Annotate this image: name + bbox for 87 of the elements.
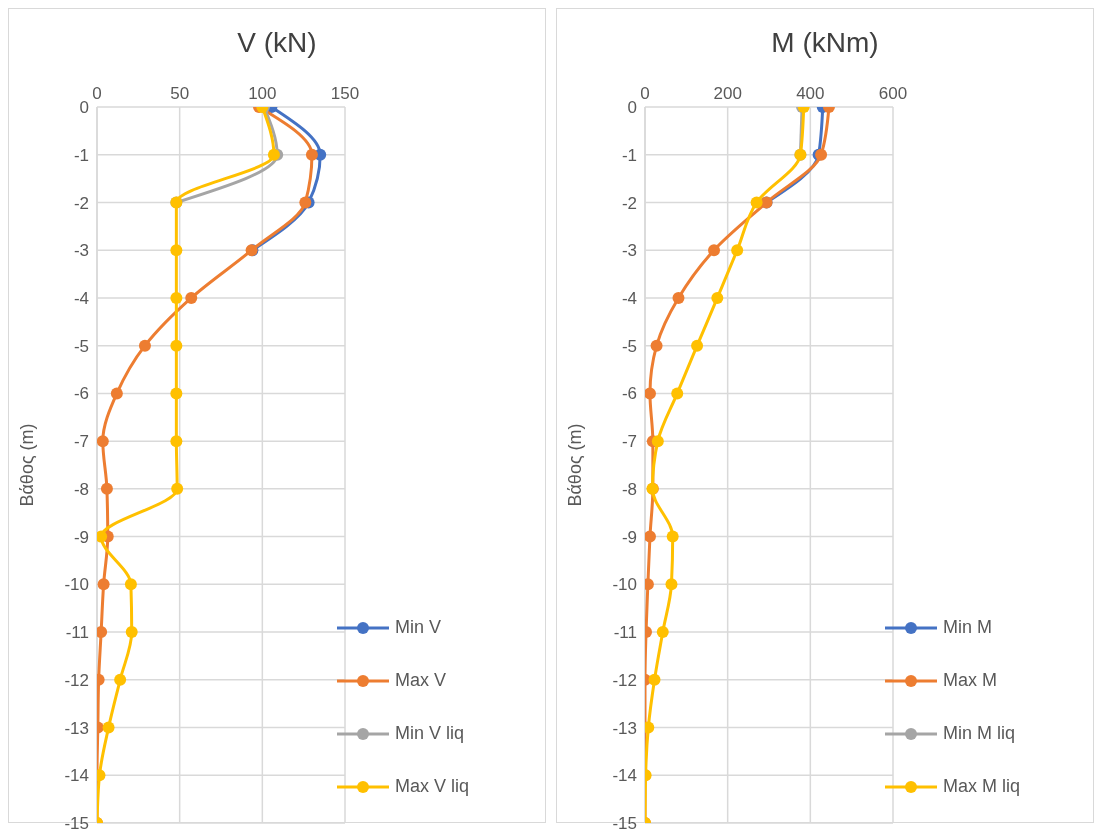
y-tick-label: -13 <box>64 718 89 738</box>
point <box>651 435 664 448</box>
point <box>671 387 684 400</box>
y-tick-label: 0 <box>627 98 637 118</box>
y-tick-label: -8 <box>621 479 637 499</box>
y-tick-label: -10 <box>64 575 89 595</box>
point <box>100 482 113 495</box>
y-tick-label: -14 <box>612 766 637 786</box>
point <box>650 339 663 352</box>
chart-title: M (kNm) <box>770 27 880 60</box>
point <box>672 291 685 304</box>
y-tick-label: -1 <box>73 145 89 165</box>
point <box>171 482 184 495</box>
y-tick-label: -6 <box>73 384 89 404</box>
point <box>97 626 108 639</box>
y-tick-label: -5 <box>621 336 637 356</box>
y-tick-label: -15 <box>64 814 89 829</box>
y-tick-label: -8 <box>73 479 89 499</box>
legend-label: Max V <box>395 670 447 691</box>
x-tick-label: 200 <box>713 84 742 103</box>
legend-label: Max M liq <box>943 776 1021 797</box>
point <box>691 339 704 352</box>
point <box>110 387 123 400</box>
legend-label: Min M liq <box>943 723 1016 744</box>
y-tick-label: -4 <box>621 288 637 308</box>
y-tick-label: 0 <box>79 98 89 118</box>
y-tick-label: -2 <box>73 193 89 213</box>
point <box>170 435 183 448</box>
point <box>708 244 721 257</box>
point <box>711 291 724 304</box>
y-tick-label: -11 <box>65 623 89 643</box>
point <box>170 339 183 352</box>
point <box>97 435 109 448</box>
point <box>305 148 318 161</box>
point <box>645 530 656 543</box>
y-tick-label: -12 <box>612 670 637 690</box>
point <box>645 387 656 400</box>
y-tick-label: -6 <box>621 384 637 404</box>
y-tick-label: -9 <box>73 527 89 547</box>
y-axis-title: Βάθος (m) <box>17 423 38 507</box>
x-tick-label: 100 <box>248 84 277 103</box>
x-tick-label: 0 <box>640 84 650 103</box>
point <box>170 244 183 257</box>
point <box>125 626 138 639</box>
point <box>731 244 744 257</box>
y-tick-label: -5 <box>73 336 89 356</box>
point <box>665 578 678 591</box>
point <box>666 530 679 543</box>
point <box>138 339 151 352</box>
y-tick-label: -15 <box>612 814 637 829</box>
point <box>114 673 127 686</box>
x-tick-label: 150 <box>330 84 360 103</box>
chart-title: V (kN) <box>236 27 318 60</box>
point <box>124 578 137 591</box>
y-tick-label: -9 <box>621 527 637 547</box>
point <box>170 291 183 304</box>
x-tick-label: 400 <box>796 84 825 103</box>
y-tick-label: -3 <box>73 241 89 261</box>
point <box>267 148 280 161</box>
legend-label: Min V <box>395 617 442 638</box>
point <box>170 387 183 400</box>
y-tick-label: -10 <box>612 575 637 595</box>
x-tick-label: 0 <box>92 84 102 103</box>
point <box>97 578 110 591</box>
point <box>97 530 108 543</box>
y-tick-label: -2 <box>621 193 637 213</box>
legend-label: Max V liq <box>395 776 470 797</box>
y-tick-label: -12 <box>64 670 89 690</box>
point <box>750 196 763 209</box>
y-tick-label: -1 <box>621 145 637 165</box>
y-axis-title: Βάθος (m) <box>565 423 586 507</box>
point <box>185 291 198 304</box>
x-tick-label: 600 <box>878 84 908 103</box>
y-tick-label: -14 <box>64 766 89 786</box>
legend-label: Min V liq <box>395 723 465 744</box>
y-tick-label: -3 <box>621 241 637 261</box>
legend-label: Max M <box>943 670 997 691</box>
point <box>648 673 661 686</box>
y-tick-label: -7 <box>621 432 637 452</box>
x-tick-label: 50 <box>170 84 190 103</box>
y-tick-label: -7 <box>73 432 89 452</box>
point <box>102 721 115 734</box>
legend-label: Min M <box>943 617 992 638</box>
y-tick-label: -13 <box>612 718 637 738</box>
y-tick-label: -4 <box>73 288 89 308</box>
point <box>656 626 669 639</box>
y-tick-label: -11 <box>613 623 637 643</box>
